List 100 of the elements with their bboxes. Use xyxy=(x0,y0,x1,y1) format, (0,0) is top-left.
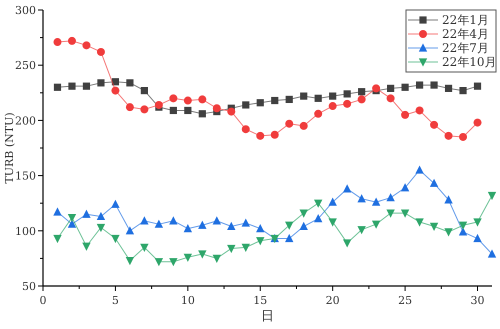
point xyxy=(372,220,380,229)
legend-label: 22年4月 xyxy=(442,27,489,41)
point xyxy=(68,214,76,222)
point xyxy=(227,222,236,230)
point xyxy=(154,258,164,266)
point xyxy=(126,103,134,112)
point xyxy=(184,224,192,232)
point xyxy=(242,244,250,252)
legend-label: 22年1月 xyxy=(442,13,489,27)
point xyxy=(96,224,106,232)
point xyxy=(82,41,90,50)
point xyxy=(256,132,264,140)
point xyxy=(358,95,366,104)
point xyxy=(415,165,424,174)
point xyxy=(96,48,105,56)
point xyxy=(170,106,177,114)
point xyxy=(386,210,395,218)
point xyxy=(387,84,394,92)
point xyxy=(357,226,366,234)
point xyxy=(342,239,352,248)
point xyxy=(111,200,120,208)
point xyxy=(140,86,148,94)
point xyxy=(314,214,322,222)
point xyxy=(458,227,468,236)
point xyxy=(184,254,192,262)
point xyxy=(488,192,496,200)
point xyxy=(400,183,410,192)
y-tick-label: 300 xyxy=(15,4,36,17)
point xyxy=(126,257,134,266)
point xyxy=(328,102,337,110)
point xyxy=(415,218,424,227)
point xyxy=(184,106,192,114)
point xyxy=(227,244,236,254)
point xyxy=(126,79,134,86)
point xyxy=(169,216,178,224)
point xyxy=(386,94,395,102)
point xyxy=(357,194,366,202)
point xyxy=(328,218,337,227)
point xyxy=(112,78,120,86)
point xyxy=(212,216,222,224)
point xyxy=(271,96,278,104)
point xyxy=(400,210,410,218)
point xyxy=(198,220,207,229)
point xyxy=(53,207,62,216)
point xyxy=(344,90,351,98)
point xyxy=(386,193,395,202)
point xyxy=(242,125,250,134)
point xyxy=(329,92,336,100)
point xyxy=(198,250,207,259)
y-axis-title: TURB (NTU) xyxy=(3,112,16,184)
x-tick-label: 10 xyxy=(180,294,195,307)
point xyxy=(416,81,424,89)
point xyxy=(444,84,452,92)
point xyxy=(212,104,221,112)
x-tick-label: 20 xyxy=(326,294,340,307)
x-axis-title: 日 xyxy=(261,309,274,324)
point xyxy=(430,178,438,187)
point xyxy=(54,84,62,91)
point xyxy=(126,226,134,234)
point xyxy=(198,110,206,118)
point xyxy=(270,130,279,139)
point xyxy=(328,197,337,206)
point xyxy=(82,242,91,251)
point xyxy=(314,110,322,118)
point xyxy=(227,108,236,116)
x-tick-label: 25 xyxy=(398,294,412,307)
point xyxy=(97,79,105,86)
point xyxy=(458,222,468,230)
legend-label: 22年10月 xyxy=(442,55,497,69)
point xyxy=(314,94,322,102)
point xyxy=(198,95,206,104)
point xyxy=(444,195,453,204)
x-tick-label: 30 xyxy=(470,294,485,307)
point xyxy=(53,234,62,244)
y-tick-label: 100 xyxy=(15,224,36,238)
point xyxy=(111,86,120,95)
point xyxy=(82,82,90,90)
point xyxy=(96,212,106,220)
point xyxy=(68,220,76,228)
point xyxy=(372,197,380,206)
legend-label: 22年7月 xyxy=(442,41,489,55)
point xyxy=(154,220,164,228)
point xyxy=(285,120,294,128)
point xyxy=(68,82,76,90)
point xyxy=(488,249,496,258)
point xyxy=(444,132,453,140)
point xyxy=(343,100,352,108)
x-tick-label: 5 xyxy=(112,294,119,307)
point xyxy=(286,96,293,104)
x-tick-label: 15 xyxy=(253,294,268,307)
point xyxy=(372,84,380,92)
point xyxy=(474,118,482,127)
point xyxy=(474,82,482,90)
y-tick-label: 50 xyxy=(22,280,36,293)
point xyxy=(140,216,149,224)
point xyxy=(401,84,409,91)
point xyxy=(459,132,468,141)
point xyxy=(256,99,264,106)
point xyxy=(82,210,91,218)
point xyxy=(169,258,178,266)
